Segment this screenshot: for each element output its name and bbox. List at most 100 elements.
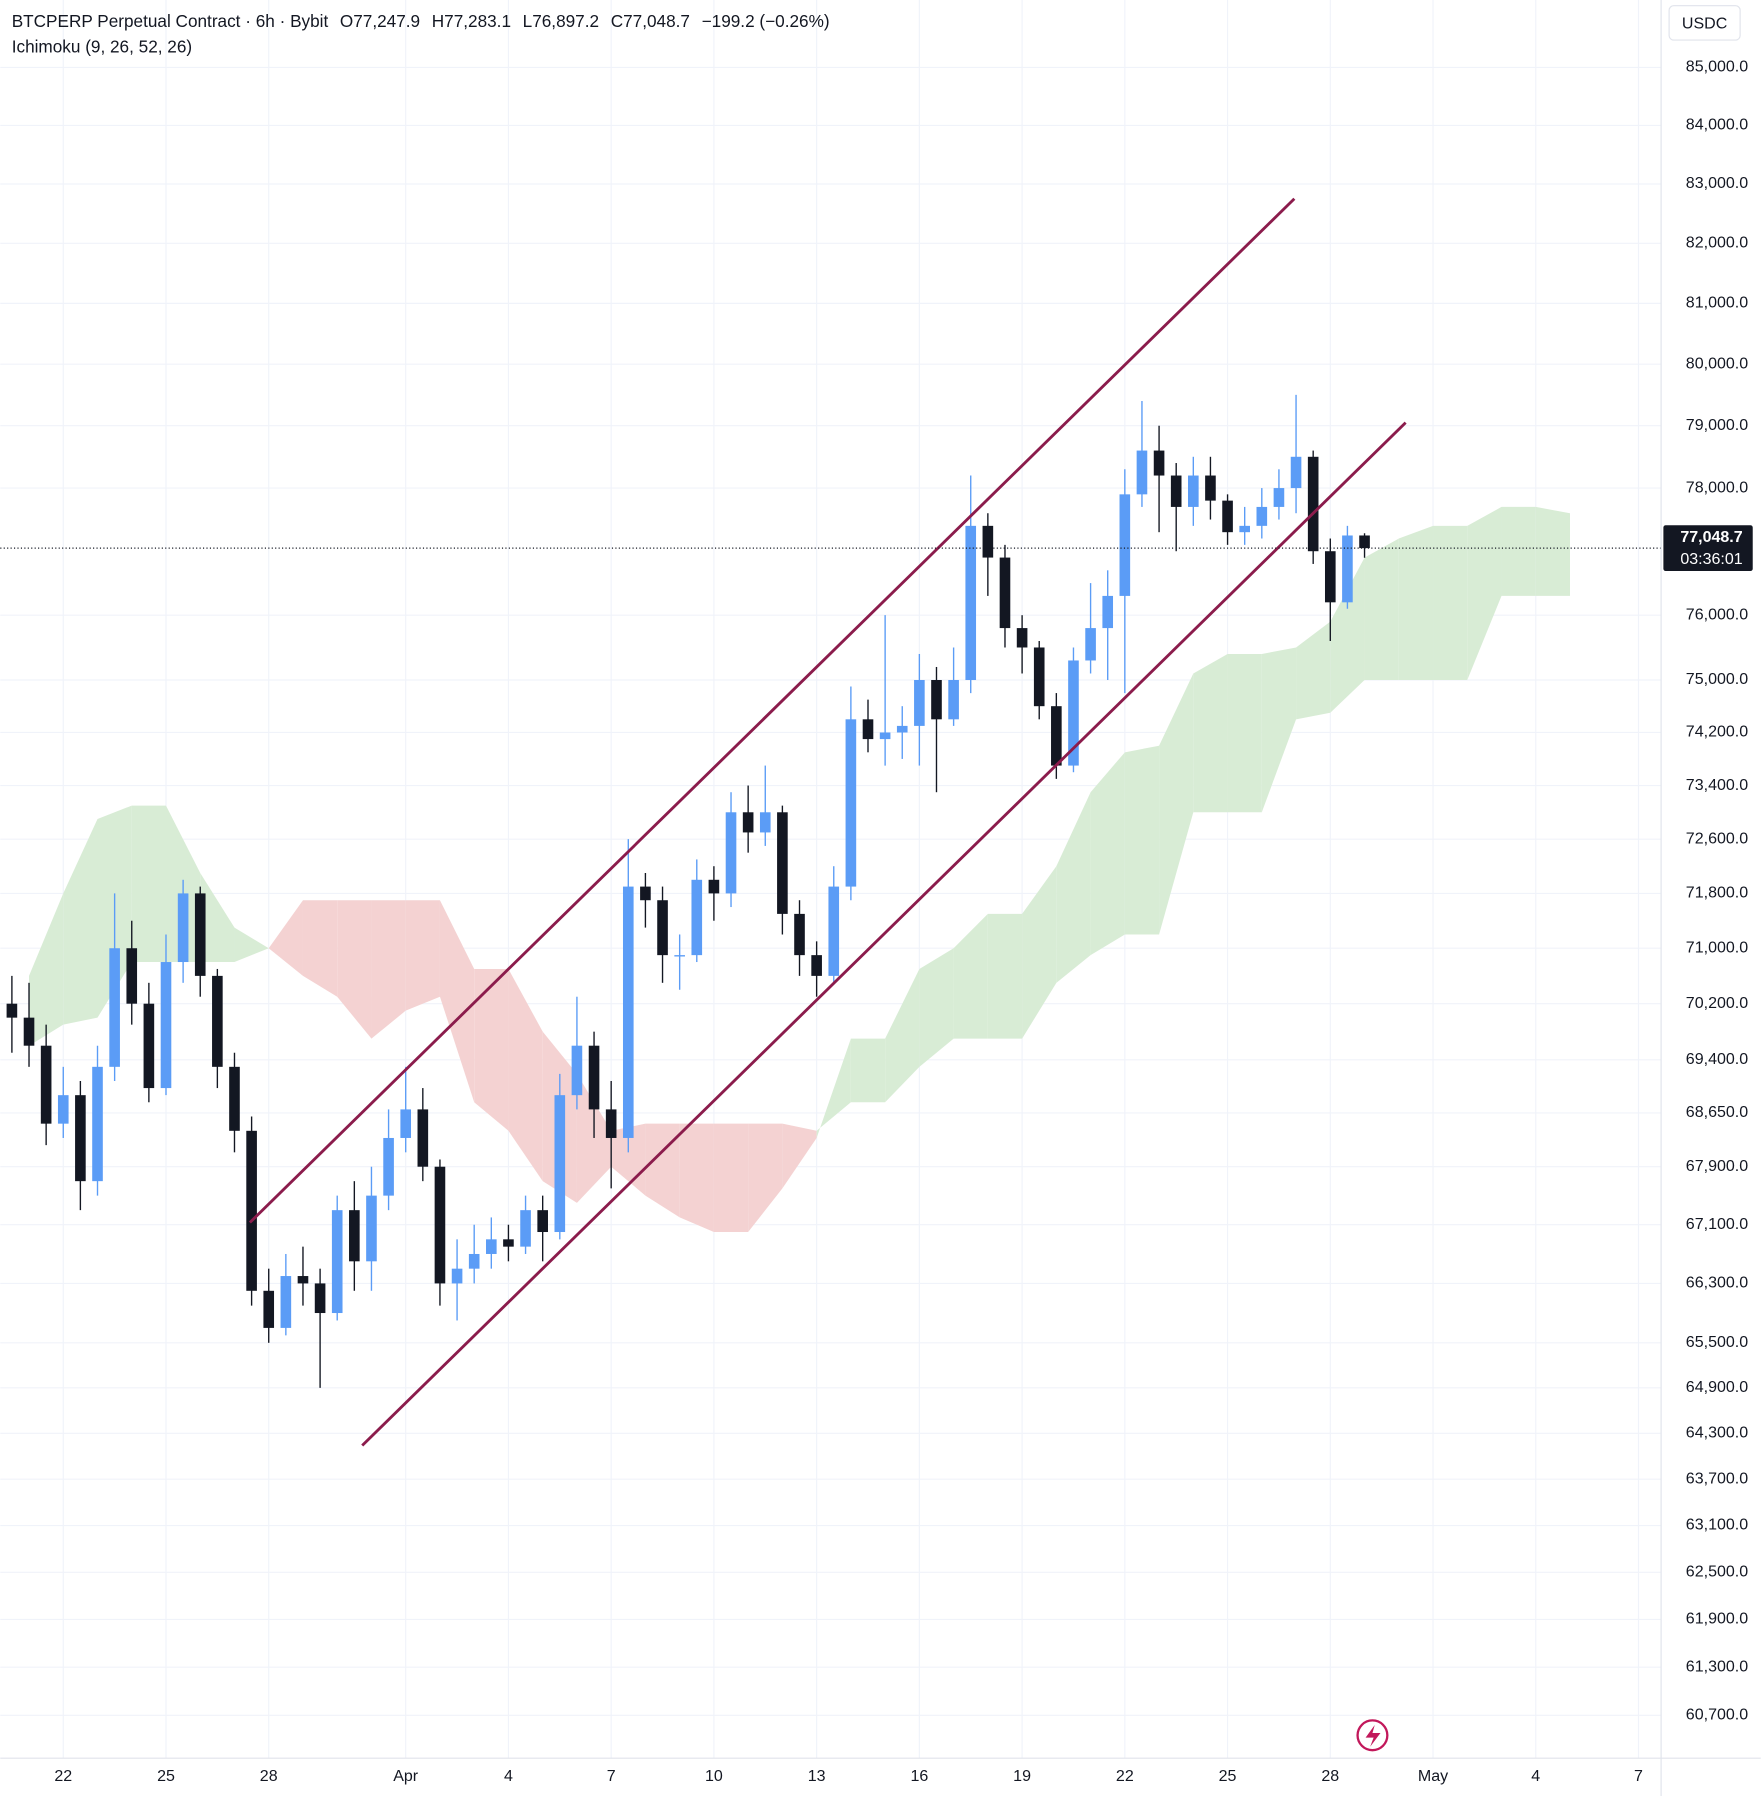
currency-box[interactable]	[1668, 5, 1741, 41]
candle-body	[982, 525, 994, 558]
cloud-segment	[782, 1123, 817, 1189]
candle-body	[948, 680, 959, 720]
candle-body	[965, 525, 977, 681]
cloud-segment	[1022, 866, 1057, 1039]
overlays	[0, 197, 1662, 1447]
candle-body	[1068, 660, 1079, 766]
cloud-segment	[576, 1073, 612, 1203]
candle-body	[1307, 456, 1319, 552]
candle-body	[1256, 506, 1268, 526]
x-tick-label: 25	[1219, 1767, 1237, 1785]
candle-body	[1119, 494, 1131, 596]
cloud-segment	[1535, 506, 1571, 596]
candle-body	[879, 732, 891, 740]
y-tick-label: 67,100.0	[1686, 1215, 1748, 1233]
candle-body	[759, 812, 771, 833]
ohlc-open: O77,247.9	[340, 10, 420, 30]
candle-body	[75, 1095, 86, 1182]
cloud-segment	[679, 1123, 714, 1233]
symbol-title: BTCPERP Perpetual Contract · 6h · Bybit	[12, 10, 329, 30]
x-tick-label: 7	[607, 1767, 616, 1785]
candle-body	[1033, 647, 1045, 707]
candle-body	[109, 948, 120, 1067]
last-price-box	[1663, 525, 1753, 572]
candle-body	[588, 1045, 600, 1110]
ohlc-change: −199.2 (−0.26%)	[702, 10, 830, 30]
candle-body	[845, 719, 857, 887]
candle-body	[605, 1109, 617, 1138]
y-tick-label: 62,500.0	[1686, 1563, 1748, 1581]
candle-body	[708, 879, 720, 894]
y-tick-label: 81,000.0	[1686, 294, 1748, 312]
y-tick-label: 70,200.0	[1686, 994, 1748, 1012]
y-tick-label: 75,000.0	[1686, 670, 1748, 688]
x-tick-label: 7	[1634, 1767, 1643, 1785]
candle-body	[92, 1066, 103, 1182]
trend-line	[361, 421, 1407, 1447]
y-tick-label: 64,300.0	[1686, 1424, 1748, 1442]
y-tick-label: 71,000.0	[1686, 938, 1748, 956]
last-price-label: 77,048.7	[1680, 528, 1742, 546]
y-tick-label: 80,000.0	[1686, 354, 1748, 372]
y-tick-label: 63,700.0	[1686, 1469, 1748, 1487]
x-tick-label: 22	[54, 1767, 72, 1785]
currency-label[interactable]: USDC	[1682, 14, 1727, 32]
candle-body	[725, 812, 737, 894]
candle-body	[691, 879, 703, 956]
x-tick-label: 10	[705, 1767, 723, 1785]
candle-body	[811, 955, 822, 976]
cloud-segment	[1398, 525, 1434, 681]
candle-body	[331, 1210, 343, 1314]
candle-body	[400, 1109, 412, 1138]
candle-body	[6, 1003, 18, 1018]
candle-body	[777, 812, 788, 914]
candle-body	[40, 1045, 52, 1124]
candle-body	[1222, 500, 1233, 533]
y-tick-label: 71,800.0	[1686, 884, 1748, 902]
candle-body	[434, 1166, 446, 1284]
candle-body	[1273, 488, 1285, 507]
candle-body	[280, 1276, 292, 1328]
cloud-segment	[919, 948, 954, 1067]
y-tick-label: 85,000.0	[1686, 58, 1748, 76]
candle-body	[554, 1095, 566, 1233]
cloud-segment	[439, 900, 475, 1103]
y-tick-label: 82,000.0	[1686, 234, 1748, 252]
y-tick-label: 66,300.0	[1686, 1274, 1748, 1292]
cloud-segment	[713, 1123, 749, 1233]
y-tick-label: 60,700.0	[1686, 1706, 1748, 1724]
candle-body	[1342, 535, 1353, 603]
logo-icon[interactable]	[1356, 1719, 1389, 1752]
cloud-segment	[748, 1123, 783, 1233]
candle-body	[417, 1109, 429, 1167]
cloud-segment	[337, 900, 372, 1039]
y-tick-label: 76,000.0	[1686, 605, 1748, 623]
candle-body	[1290, 456, 1302, 489]
candle-body	[537, 1210, 548, 1233]
candle-body	[914, 680, 925, 726]
y-tick-label: 73,400.0	[1686, 776, 1748, 794]
y-tick-label: 64,900.0	[1686, 1378, 1748, 1396]
candle-body	[828, 886, 840, 976]
candle-body	[503, 1239, 514, 1247]
y-tick-label: 63,100.0	[1686, 1516, 1748, 1534]
cloud-segment	[1330, 557, 1365, 713]
x-tick-label: 4	[504, 1767, 513, 1785]
grid	[0, 0, 1662, 1759]
candle-body	[23, 1017, 35, 1046]
candle-body	[571, 1045, 583, 1096]
candle-body	[1016, 628, 1028, 648]
cloud-segment	[405, 900, 440, 1011]
candle-body	[177, 893, 189, 963]
y-tick-label: 61,900.0	[1686, 1610, 1748, 1628]
candle-body	[1324, 551, 1336, 603]
candle-body	[742, 812, 754, 833]
candle-body	[622, 886, 634, 1138]
cloud-segment	[1261, 647, 1297, 813]
y-tick-label: 67,900.0	[1686, 1157, 1748, 1175]
candle-body	[366, 1195, 377, 1262]
candle-body	[674, 955, 685, 957]
candle-body	[451, 1268, 463, 1284]
cloud-segment	[850, 1038, 886, 1103]
cloud-segment	[645, 1123, 680, 1218]
